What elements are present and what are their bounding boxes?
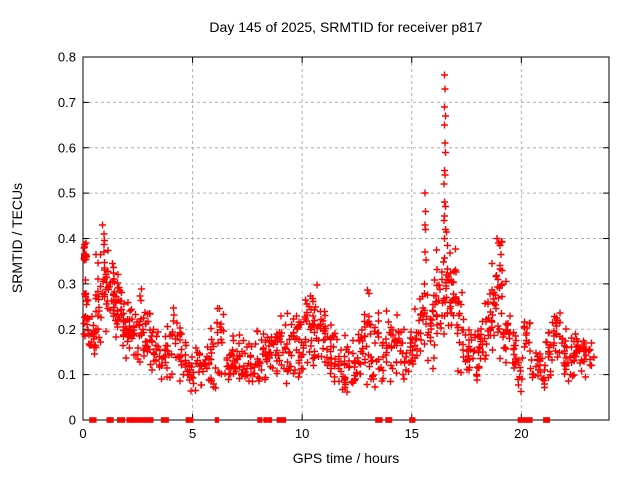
chart-title: Day 145 of 2025, SRMTID for receiver p81… (209, 19, 482, 35)
y-axis-label: SRMTID / TECUs (9, 183, 25, 293)
y-tick-label: 0.5 (58, 186, 76, 201)
x-tick-label: 10 (295, 426, 309, 441)
y-tick-label: 0.1 (58, 367, 76, 382)
y-tick-label: 0.4 (58, 231, 76, 246)
y-tick-labels: 0 0.1 0.2 0.3 0.4 0.5 0.6 0.7 0.8 (58, 50, 76, 428)
zero-value-marks (89, 417, 551, 423)
x-tick-label: 20 (514, 426, 528, 441)
x-tick-label: 5 (189, 426, 196, 441)
y-tick-label: 0.8 (58, 50, 76, 65)
y-tick-label: 0.3 (58, 276, 76, 291)
y-tick-label: 0.7 (58, 95, 76, 110)
scatter-points (80, 71, 598, 396)
x-tick-label: 0 (79, 426, 86, 441)
grid-lines (83, 57, 609, 420)
x-tick-labels: 0 5 10 15 20 (79, 426, 528, 441)
y-tick-label: 0.2 (58, 322, 76, 337)
x-tick-label: 15 (405, 426, 419, 441)
y-tick-label: 0.6 (58, 140, 76, 155)
y-tick-label: 0 (69, 413, 76, 428)
x-axis-label: GPS time / hours (293, 450, 400, 466)
